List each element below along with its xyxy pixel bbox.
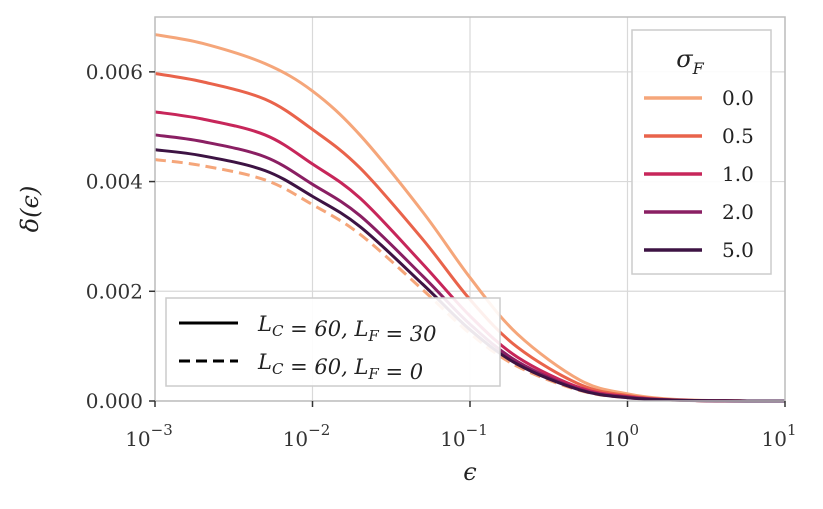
legend-lines: LC = 60, LF = 30 LC = 60, LF = 0 (165, 297, 501, 387)
x-axis-label: ϵ (463, 458, 476, 486)
legend-sigma-title: σF (676, 45, 704, 78)
y-axis-label: δ(ϵ) (16, 186, 44, 233)
legend-sigma-label: 0.0 (722, 86, 754, 110)
x-tick-label: 101 (762, 421, 797, 451)
legend-sigma-box (631, 29, 772, 275)
legend-sigma-label: 1.0 (722, 162, 754, 186)
x-tick-exponent: 1 (787, 421, 797, 439)
y-tick-label: 0.000 (86, 389, 143, 413)
x-tick-exponent: 0 (629, 421, 639, 439)
legend-sigma-title-sub: F (692, 59, 705, 78)
x-tick-label: 10−2 (283, 421, 331, 451)
x-tick-exponent: −3 (151, 421, 173, 439)
x-tick-exponent: −1 (466, 421, 488, 439)
y-tick-label: 0.006 (86, 60, 143, 84)
legend-sigma-label: 0.5 (722, 124, 754, 148)
legend-lines-box (165, 297, 501, 387)
legend-sigma: σF 0.0 0.5 1.0 2.0 5.0 (631, 29, 772, 275)
legend-sigma-label: 2.0 (722, 200, 754, 224)
x-tick-label: 10−1 (440, 421, 488, 451)
legend-sigma-label: 5.0 (722, 238, 754, 262)
legend-lines-label: LC = 60, LF = 0 (257, 350, 423, 384)
x-tick-exponent: −2 (308, 421, 330, 439)
y-tick-label: 0.002 (86, 279, 143, 303)
legend-lines-label: LC = 60, LF = 30 (257, 312, 437, 346)
y-tick-label: 0.004 (86, 170, 143, 194)
x-tick-label: 10−3 (125, 421, 173, 451)
x-tick-label: 100 (604, 421, 639, 451)
